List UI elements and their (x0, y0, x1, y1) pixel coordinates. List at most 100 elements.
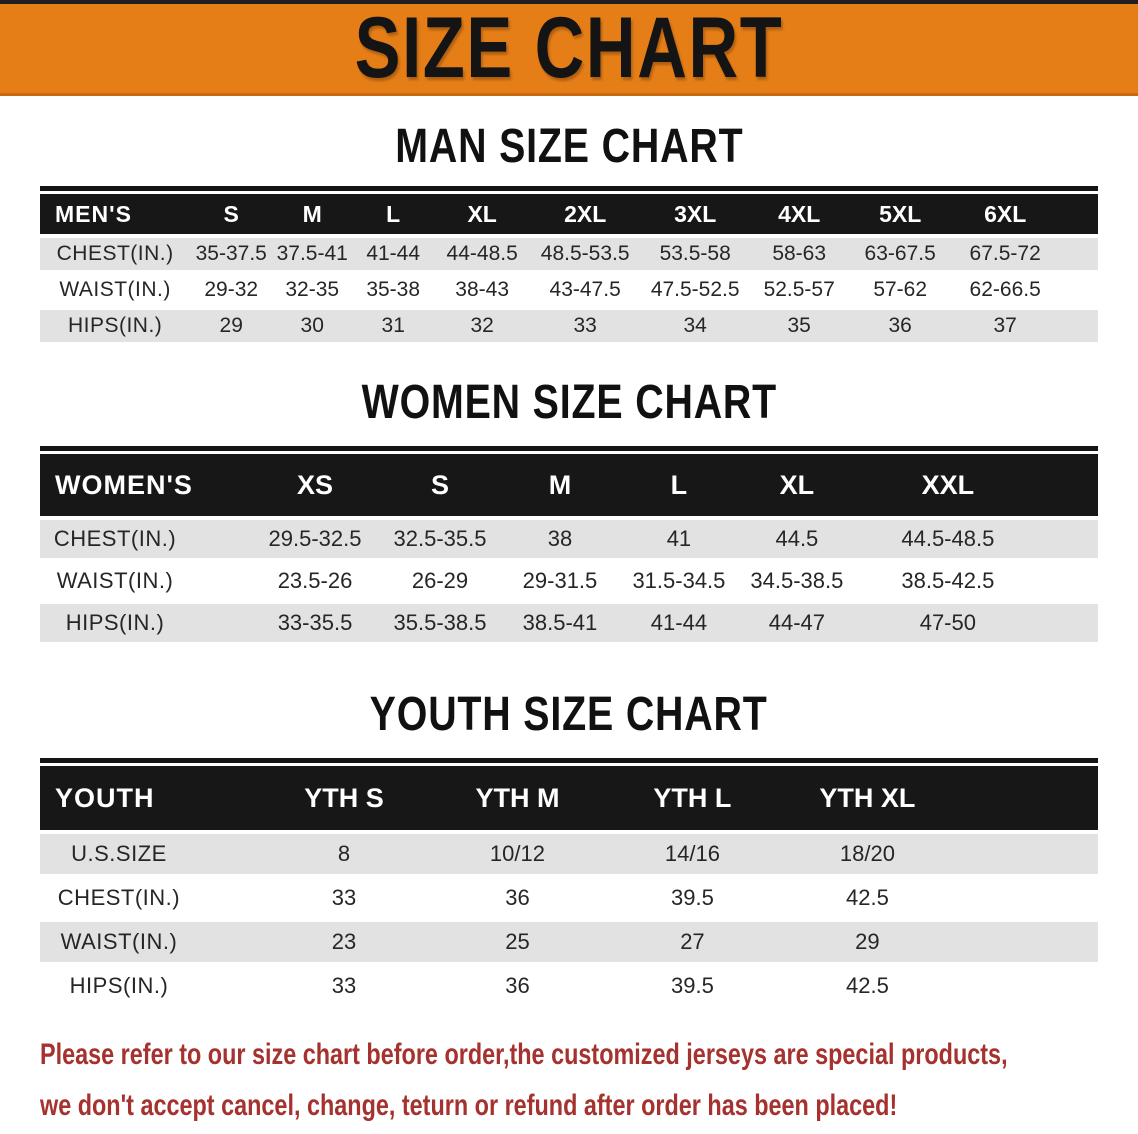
man-section-heading-text: MAN SIZE CHART (394, 120, 744, 173)
table-cell: 35.5-38.5 (393, 610, 487, 635)
table-cell: 41 (666, 526, 692, 551)
table-row: CHEST(IN.) 35-37.5 37.5-41 41-44 44-48.5 48.5… (40, 238, 1098, 270)
table-header: YOUTH YTH S YTH M YTH L YTH XL (40, 766, 1098, 830)
womens-size-table: WOMEN'S XS S M L XL XXL CHEST(IN.) 29.5-32.5 32.5… (40, 446, 1098, 642)
table-size-column-header: M (548, 469, 572, 500)
table-size-column-header: M (302, 200, 322, 227)
table-cell: 33 (331, 973, 357, 998)
table-cell: 38 (547, 526, 573, 551)
table-cell: 31 (381, 314, 405, 337)
table-row: HIPS(IN.) 29 30 31 32 33 34 35 36 37 (40, 310, 1098, 342)
table-cell: 33 (331, 885, 357, 910)
table-row-label: U.S.SIZE (71, 841, 167, 866)
table-cell: 23.5-26 (277, 568, 353, 593)
table-group-label: YOUTH (55, 782, 155, 813)
banner: SIZE CHART (0, 0, 1138, 96)
table-cell: 48.5-53.5 (540, 242, 630, 265)
table-top-border (40, 446, 1098, 451)
row-spacer (1058, 310, 1098, 342)
table-top-border (40, 186, 1098, 191)
table-size-column-header: L (386, 200, 401, 227)
table-row-label: WAIST(IN.) (59, 278, 171, 301)
footer-disclaimer: Please refer to our size chart before or… (40, 1032, 1138, 1134)
table-cell: 27 (680, 929, 705, 954)
table-cell: 35-37.5 (195, 242, 267, 265)
table-row: U.S.SIZE 8 10/12 14/16 18/20 (40, 834, 1098, 874)
row-spacer (955, 834, 1098, 874)
table-size-column-header: L (670, 469, 688, 500)
table-size-column-header: 4XL (778, 200, 821, 227)
table-cell: 36 (888, 314, 912, 337)
women-section-heading-text: WOMEN SIZE CHART (361, 376, 777, 429)
table-cell: 30 (300, 314, 324, 337)
table-cell: 67.5-72 (969, 242, 1041, 265)
table-size-column-header: 5XL (879, 200, 922, 227)
table-cell: 18/20 (839, 841, 895, 866)
footer-line-1: Please refer to our size chart before or… (40, 1038, 1008, 1071)
table-top-border (40, 758, 1098, 763)
table-size-column-header: XXL (921, 469, 975, 500)
table-cell: 26-29 (411, 568, 469, 593)
row-spacer (1058, 238, 1098, 270)
table-cell: 52.5-57 (763, 278, 835, 301)
footer-line-2: we don't accept cancel, change, teturn o… (40, 1089, 898, 1122)
table-header: WOMEN'S XS S M L XL XXL (40, 454, 1098, 516)
table-size-column-header: XL (779, 469, 815, 500)
table-cell: 36 (505, 973, 530, 998)
table-row-label: WAIST(IN.) (60, 929, 178, 954)
table-group-label: WOMEN'S (55, 469, 193, 500)
table-cell: 32-35 (285, 278, 340, 301)
table-cell: 47-50 (919, 610, 976, 635)
man-size-section: MAN SIZE CHART MEN'S S M L XL 2XL 3XL 4XL 5XL 6XL… (0, 118, 1138, 342)
table-cell: 57-62 (873, 278, 928, 301)
table-size-column-header: YTH S (304, 782, 384, 813)
table-cell: 43-47.5 (549, 278, 621, 301)
table-cell: 32.5-35.5 (393, 526, 487, 551)
row-spacer (1058, 274, 1098, 306)
mens-size-table: MEN'S S M L XL 2XL 3XL 4XL 5XL 6XL CHEST(IN.) 35-37… (40, 186, 1098, 342)
table-cell: 31.5-34.5 (632, 568, 726, 593)
row-spacer (1040, 520, 1098, 558)
table-size-column-header: YTH XL (819, 782, 916, 813)
table-cell: 38.5-42.5 (901, 568, 995, 593)
table-cell: 29-31.5 (522, 568, 598, 593)
table-cell: 33-35.5 (277, 610, 353, 635)
youth-size-section: YOUTH SIZE CHART YOUTH YTH S YTH M YTH L YTH… (0, 686, 1138, 1006)
table-size-column-header: 6XL (984, 200, 1027, 227)
row-spacer (955, 922, 1098, 962)
table-cell: 8 (337, 841, 351, 866)
table-cell: 42.5 (846, 973, 889, 998)
table-cell: 63-67.5 (864, 242, 936, 265)
table-row-label: HIPS(IN.) (67, 314, 163, 337)
table-cell: 29 (219, 314, 243, 337)
table-cell: 36 (505, 885, 530, 910)
youth-section-heading: YOUTH SIZE CHART (0, 686, 1138, 744)
table-cell: 44-47 (768, 610, 826, 635)
table-size-column-header: 3XL (674, 200, 717, 227)
women-size-section: WOMEN SIZE CHART WOMEN'S XS S M L XL XXL CHEST(… (0, 374, 1138, 642)
row-spacer (1040, 604, 1098, 642)
table-cell: 42.5 (846, 885, 889, 910)
table-cell: 62-66.5 (969, 278, 1041, 301)
women-section-heading: WOMEN SIZE CHART (0, 374, 1138, 432)
table-row: CHEST(IN.) 33 36 39.5 42.5 (40, 878, 1098, 918)
table-size-column-header: YTH L (653, 782, 732, 813)
table-size-column-header: YTH M (475, 782, 560, 813)
table-cell: 53.5-58 (659, 242, 731, 265)
table-cell: 44.5-48.5 (901, 526, 995, 551)
table-cell: 33 (573, 314, 597, 337)
table-size-column-header: XS (296, 469, 334, 500)
table-row: CHEST(IN.) 29.5-32.5 32.5-35.5 38 41 44.5 44.5… (40, 520, 1098, 558)
row-spacer (955, 966, 1098, 1006)
table-cell: 29-32 (204, 278, 259, 301)
table-row: HIPS(IN.) 33-35.5 35.5-38.5 38.5-41 41-44 44-… (40, 604, 1098, 642)
table-cell: 35-38 (366, 278, 421, 301)
table-cell: 23 (331, 929, 357, 954)
table-cell: 38-43 (455, 278, 510, 301)
youth-size-table: YOUTH YTH S YTH M YTH L YTH XL U.S.SIZE 8 10/12… (40, 758, 1098, 1006)
table-cell: 41-44 (366, 242, 421, 265)
banner-title: SIZE CHART (354, 0, 784, 96)
table-header: MEN'S S M L XL 2XL 3XL 4XL 5XL 6XL (40, 194, 1098, 234)
table-size-column-header: S (430, 469, 449, 500)
table-cell: 39.5 (671, 885, 714, 910)
